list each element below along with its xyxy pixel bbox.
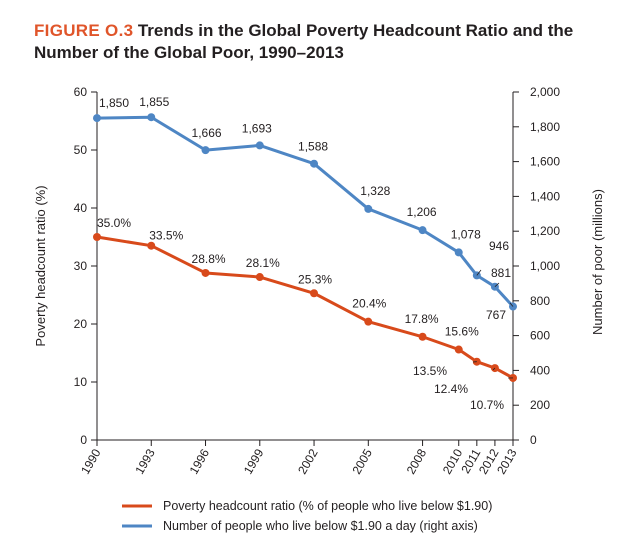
x-axis-tick-label: 2005 xyxy=(349,446,375,476)
poor-data-label: 946 xyxy=(489,239,509,253)
ratio-data-point xyxy=(93,233,101,241)
ratio-data-label-leader xyxy=(492,367,496,371)
ratio-data-label: 35.0% xyxy=(97,216,131,230)
poor-data-label-leader xyxy=(509,302,514,307)
ratio-data-label: 20.4% xyxy=(352,297,386,311)
poor-data-point xyxy=(255,141,264,150)
x-axis-tick-label: 2008 xyxy=(404,446,430,476)
ratio-data-label: 25.3% xyxy=(298,272,332,286)
x-axis-tick-label: 1999 xyxy=(241,446,267,476)
right-axis-tick-label: 2,000 xyxy=(530,85,560,99)
ratio-data-label: 12.4% xyxy=(434,382,468,396)
ratio-data-label: 15.6% xyxy=(445,325,479,339)
left-axis-tick-label: 0 xyxy=(80,433,87,447)
poor-data-label: 1,588 xyxy=(298,140,328,154)
left-axis-tick-label: 10 xyxy=(74,375,88,389)
poor-data-label: 1,666 xyxy=(192,126,222,140)
legend-label: Number of people who live below $1.90 a … xyxy=(163,519,478,533)
poor-data-point xyxy=(364,204,373,213)
x-axis-tick-label: 1990 xyxy=(78,446,104,476)
poor-data-label-leader xyxy=(494,282,500,288)
ratio-data-point xyxy=(147,241,156,250)
poor-data-label: 1,693 xyxy=(242,121,272,135)
left-axis-tick-label: 30 xyxy=(74,259,88,273)
x-axis-tick-label: 1996 xyxy=(187,446,213,476)
left-axis-tick-label: 20 xyxy=(74,317,88,331)
right-axis-title: Number of poor (millions) xyxy=(590,189,605,335)
poor-data-point xyxy=(201,146,210,155)
poor-data-label: 1,328 xyxy=(360,184,390,198)
poor-data-point xyxy=(454,248,463,257)
right-axis-tick-label: 1,400 xyxy=(530,189,560,203)
poor-data-label: 767 xyxy=(486,308,506,322)
right-axis-tick-label: 1,600 xyxy=(530,155,560,169)
poor-data-label: 1,206 xyxy=(407,205,437,219)
poor-data-point xyxy=(93,114,101,123)
right-axis-tick-label: 400 xyxy=(530,363,550,377)
poor-data-point xyxy=(147,113,156,122)
right-axis-tick-label: 1,000 xyxy=(530,259,560,273)
poor-data-label: 881 xyxy=(491,266,511,280)
poor-data-point xyxy=(418,226,427,235)
ratio-data-label: 33.5% xyxy=(149,229,183,243)
ratio-data-point xyxy=(364,317,373,326)
poor-data-point xyxy=(310,159,319,168)
figure-title-block: FIGURE O.3 Trends in the Global Poverty … xyxy=(34,20,614,64)
poor-data-label: 1,855 xyxy=(139,95,169,109)
right-axis-tick-label: 800 xyxy=(530,294,550,308)
left-axis-tick-label: 50 xyxy=(74,143,88,157)
right-axis-tick-label: 0 xyxy=(530,433,537,447)
ratio-data-label: 28.1% xyxy=(246,256,280,270)
ratio-data-label: 13.5% xyxy=(413,364,447,378)
x-axis-tick-label: 2013 xyxy=(494,446,520,476)
ratio-data-label: 17.8% xyxy=(405,312,439,326)
right-axis-tick-label: 1,200 xyxy=(530,224,560,238)
x-axis-tick-label: 2002 xyxy=(295,446,321,476)
ratio-data-point xyxy=(255,273,264,282)
right-axis-tick-label: 1,800 xyxy=(530,120,560,134)
left-axis-title: Poverty headcount ratio (%) xyxy=(33,185,48,346)
ratio-series-line xyxy=(96,235,514,380)
right-axis-tick-label: 600 xyxy=(530,329,550,343)
right-axis-tick-label: 200 xyxy=(530,398,550,412)
ratio-data-label: 28.8% xyxy=(192,252,226,266)
left-axis-tick-label: 40 xyxy=(74,201,88,215)
ratio-data-point xyxy=(418,332,427,341)
poor-data-label: 1,850 xyxy=(99,96,129,110)
legend-label: Poverty headcount ratio (% of people who… xyxy=(163,499,492,513)
ratio-data-point xyxy=(310,289,319,298)
x-axis-tick-label: 1993 xyxy=(132,446,158,476)
poor-data-label: 1,078 xyxy=(451,227,481,241)
ratio-data-point xyxy=(201,268,210,277)
ratio-data-label: 10.7% xyxy=(470,398,504,412)
figure-title: Trends in the Global Poverty Headcount R… xyxy=(34,21,574,62)
poor-data-label-leader xyxy=(476,269,482,276)
figure-label: FIGURE O.3 xyxy=(34,21,134,40)
left-axis-tick-label: 60 xyxy=(74,85,88,99)
ratio-data-point xyxy=(454,345,463,354)
